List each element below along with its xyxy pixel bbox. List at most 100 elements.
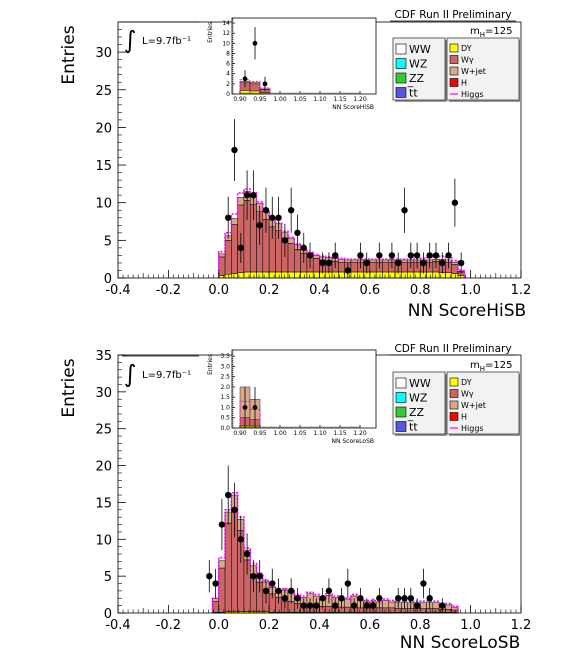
inset-x-title: NN ScoreHiSB	[332, 104, 374, 111]
bar-DY	[350, 271, 358, 279]
bar-DY	[432, 271, 440, 279]
chart-panel-hisb: -0.4 -0.2 0.0 0.2 0.4 0.6 0.8 1.0 1.205101520253…	[59, 9, 531, 321]
x-tick-label: 0.4	[309, 283, 330, 298]
bar-DY	[382, 271, 390, 279]
data-point	[262, 587, 270, 595]
chart-panel-losb: -0.4 -0.2 0.0 0.2 0.4 0.6 0.8 1.0 1.205101520253…	[59, 343, 531, 653]
bar-DY	[413, 271, 421, 279]
bar-DY	[369, 271, 377, 279]
bar-DY	[388, 271, 396, 279]
bar-W	[407, 608, 415, 613]
bar-W	[325, 606, 333, 613]
data-point	[300, 244, 307, 252]
y-tick-label: 4	[226, 71, 230, 78]
y-tick-label: 0.0	[220, 425, 230, 432]
bar-DY	[268, 271, 276, 279]
bar-DY	[249, 271, 257, 279]
x-tick-label: 1.00	[273, 430, 287, 437]
integral-sign: ∫	[124, 360, 137, 388]
bar-DY	[445, 272, 452, 279]
bar-DY	[357, 271, 364, 279]
data-point	[395, 595, 402, 602]
bar-DY	[287, 271, 295, 279]
bar-W+jet	[312, 255, 320, 259]
data-point	[252, 40, 258, 46]
bar-DY	[306, 271, 314, 279]
x-tick-label: 1.0	[460, 283, 481, 298]
data-point	[250, 572, 257, 580]
bar-W+jet	[401, 259, 408, 263]
higgs-line	[239, 79, 271, 94]
bar-DY	[294, 271, 301, 279]
data-point	[319, 595, 326, 602]
data-point	[445, 252, 452, 259]
x-tick-label: 1.00	[273, 96, 287, 103]
y-tick-label: 2	[226, 81, 230, 88]
bar-W	[451, 609, 459, 613]
x-tick-label: 1.2	[511, 618, 532, 633]
y-tick-label: 3.0	[220, 363, 230, 370]
x-tick-label: 0.95	[253, 96, 267, 103]
bar-W	[401, 261, 408, 273]
bar-W+jet	[350, 259, 358, 263]
data-point	[376, 595, 383, 602]
data-point	[457, 259, 465, 267]
data-point	[275, 587, 282, 595]
data-point	[413, 252, 421, 259]
data-point	[363, 602, 370, 609]
y-tick-label: 25	[95, 84, 112, 99]
x-tick-label: 1.15	[333, 96, 347, 103]
legend-swatch	[395, 72, 407, 84]
legend-swatch	[395, 406, 407, 418]
data-point	[242, 405, 248, 410]
data-point	[369, 602, 377, 609]
y-tick-label: 2.0	[220, 384, 230, 391]
bar-W+jet	[388, 601, 396, 609]
y-tick-label: 20	[95, 121, 112, 136]
data-point	[281, 595, 289, 602]
bar-W	[249, 83, 261, 92]
bar-W+jet	[249, 82, 261, 85]
bar-DY	[256, 271, 264, 279]
legend-label: W+jet	[461, 401, 486, 410]
bar-W+jet	[344, 599, 352, 608]
inset-y-title: Entries	[207, 354, 214, 375]
y-tick-label: 10	[95, 197, 112, 212]
bar-W	[432, 608, 440, 613]
bar-W	[445, 609, 452, 613]
y-tick-label: 14	[222, 20, 230, 27]
data-point	[325, 259, 333, 267]
experiment-header: CDF Run II Preliminary	[394, 9, 511, 21]
x-tick-label: 0.6	[360, 618, 381, 633]
data-point	[224, 214, 232, 221]
legend-swatch	[395, 58, 407, 69]
bar-W	[212, 600, 219, 613]
x-tick-label: 1.15	[333, 430, 347, 437]
bar-W	[224, 522, 232, 612]
bar-W+jet	[218, 560, 226, 569]
legend-label: DY	[461, 378, 472, 387]
x-tick-label: 0.0	[208, 283, 229, 298]
bar-W+jet	[218, 253, 226, 258]
legend-label: Wγ	[461, 390, 474, 399]
x-tick-label: 0.4	[309, 618, 330, 633]
x-tick-label: 1.05	[293, 430, 307, 437]
data-point	[363, 259, 370, 267]
data-point	[250, 191, 257, 199]
data-point	[413, 602, 421, 609]
data-point	[332, 602, 339, 609]
data-point	[357, 595, 364, 602]
luminosity-label: L=9.7fb⁻¹	[142, 370, 191, 381]
experiment-header: CDF Run II Preliminary	[394, 343, 511, 355]
data-point	[269, 580, 276, 587]
bar-DY	[331, 271, 339, 279]
data-point	[262, 81, 268, 87]
y-tick-label: 10	[95, 533, 112, 548]
legend-box	[446, 37, 520, 101]
data-point	[206, 572, 213, 580]
y-tick-label: 25	[95, 423, 112, 438]
data-point	[350, 602, 358, 609]
data-point	[426, 252, 433, 259]
data-point	[218, 521, 226, 528]
y-tick-label: 0	[104, 272, 112, 287]
